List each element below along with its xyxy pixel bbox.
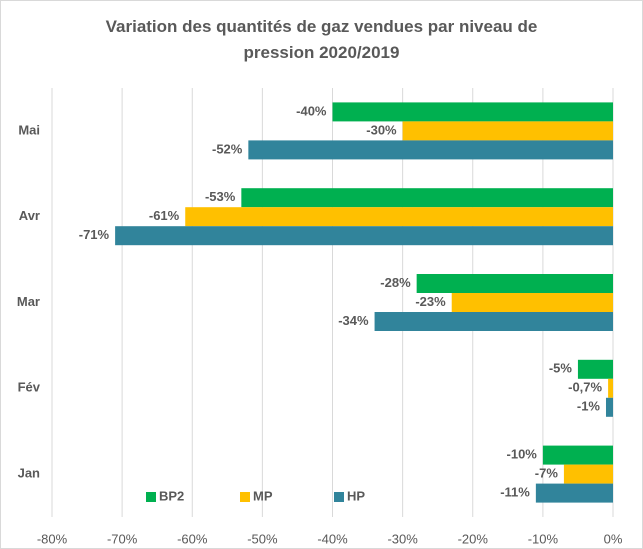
data-label: -53% [205, 189, 236, 204]
y-tick-label: Avr [19, 208, 40, 223]
data-label: -23% [415, 294, 446, 309]
data-label: -1% [577, 399, 601, 414]
x-tick-label: -60% [177, 531, 208, 546]
bar [542, 445, 613, 465]
data-label: -71% [79, 227, 110, 242]
bar [605, 397, 613, 417]
bar [608, 378, 613, 398]
legend-label: HP [347, 488, 365, 503]
bar [374, 312, 613, 331]
data-label: -11% [500, 485, 530, 500]
data-label: -40% [296, 103, 327, 118]
x-tick-label: 0% [604, 531, 623, 546]
bar [416, 274, 613, 293]
x-tick-label: -70% [107, 531, 138, 546]
y-tick-label: Mai [18, 122, 40, 137]
x-tick-label: -50% [247, 531, 278, 546]
y-tick-label: Fév [18, 380, 41, 395]
x-tick-label: -80% [37, 531, 68, 546]
data-label: -10% [507, 447, 538, 462]
bar [402, 121, 613, 141]
data-label: -28% [380, 275, 411, 290]
bar [248, 140, 613, 160]
data-label: -0,7% [568, 380, 602, 395]
bar [563, 464, 613, 484]
bar [115, 226, 614, 246]
data-label: -52% [212, 141, 243, 156]
bar [451, 293, 613, 312]
data-label: -34% [338, 313, 369, 328]
bar [535, 483, 613, 503]
bar [332, 102, 613, 122]
legend-swatch [146, 492, 156, 502]
chart-title: Variation des quantités de gaz vendues p… [105, 17, 538, 62]
legend-label: MP [253, 488, 273, 503]
data-label: -30% [366, 122, 397, 137]
legend-label: BP2 [159, 488, 184, 503]
legend-swatch [240, 492, 250, 502]
data-label: -7% [535, 466, 559, 481]
x-tick-label: -20% [458, 531, 489, 546]
data-label: -61% [149, 208, 180, 223]
y-tick-label: Mar [17, 294, 40, 309]
bar [577, 359, 613, 379]
y-tick-label: Jan [18, 466, 40, 481]
legend-swatch [334, 492, 344, 502]
data-label: -5% [549, 361, 573, 376]
x-tick-label: -30% [387, 531, 418, 546]
bar [185, 207, 614, 227]
bar [241, 188, 613, 208]
x-tick-label: -10% [528, 531, 559, 546]
x-tick-label: -40% [317, 531, 348, 546]
